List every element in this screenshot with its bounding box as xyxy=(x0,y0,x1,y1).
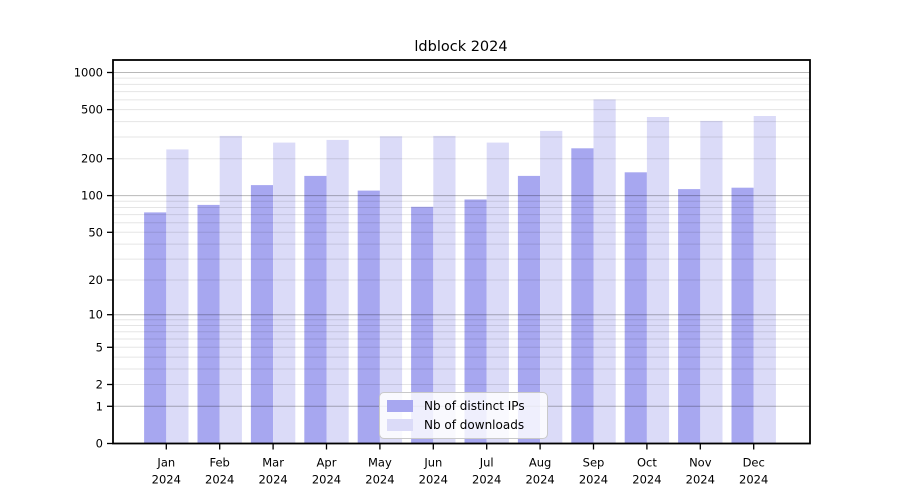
x-tick-label-month: Oct xyxy=(637,456,657,470)
y-tick-label: 50 xyxy=(88,225,103,239)
legend-item-distinct-ips: Nb of distinct IPs xyxy=(387,400,547,412)
x-tick-label-year: 2024 xyxy=(579,473,608,487)
x-tick-label-month: Jul xyxy=(479,456,494,470)
axis-frame xyxy=(112,59,811,445)
bar-distinct-ips xyxy=(517,175,541,444)
x-tick-label-month: Apr xyxy=(317,456,337,470)
x-tick-label-month: Sep xyxy=(583,456,605,470)
x-tick-label-year: 2024 xyxy=(686,473,715,487)
bar-distinct-ips xyxy=(144,212,167,444)
x-tick-label-year: 2024 xyxy=(525,473,554,487)
grid-layer xyxy=(113,72,810,407)
bar-distinct-ips xyxy=(304,175,327,444)
y-tick-label: 2 xyxy=(96,378,103,392)
bar-downloads xyxy=(646,117,670,444)
legend-label-downloads: Nb of downloads xyxy=(424,418,525,432)
bar-downloads xyxy=(379,136,403,444)
chart-title: ldblock 2024 xyxy=(414,39,507,55)
bar-distinct-ips xyxy=(250,185,274,444)
y-tick-label: 20 xyxy=(88,273,103,287)
x-tick-label-year: 2024 xyxy=(472,473,501,487)
legend-item-downloads: Nb of downloads xyxy=(387,419,547,431)
bar-distinct-ips xyxy=(624,172,647,444)
x-tick-label-month: Dec xyxy=(743,456,765,470)
x-tick-label-year: 2024 xyxy=(258,473,287,487)
bar-downloads xyxy=(433,135,456,444)
axes-layer: 0 1 2 5 10 20 50 100 200 500 1000 Jan 2024 Feb 2024 Mar… xyxy=(74,59,811,487)
y-tick-label: 1 xyxy=(96,399,103,413)
y-tick-label: 1000 xyxy=(74,66,103,80)
x-tick-label-month: May xyxy=(368,456,392,470)
legend-swatch-downloads xyxy=(387,419,413,431)
bar-downloads xyxy=(486,142,509,444)
x-tick-label-year: 2024 xyxy=(632,473,661,487)
y-tick-label: 0 xyxy=(96,437,103,451)
bar-distinct-ips xyxy=(571,148,594,444)
y-tick-label: 10 xyxy=(88,308,103,322)
bar-downloads xyxy=(326,139,349,444)
bar-distinct-ips xyxy=(464,199,487,444)
y-tick-label: 200 xyxy=(81,152,103,166)
x-tick-label-year: 2024 xyxy=(312,473,341,487)
legend-label-distinct-ips: Nb of distinct IPs xyxy=(424,399,525,413)
x-tick-label-year: 2024 xyxy=(152,473,181,487)
x-tick-label-month: Nov xyxy=(689,456,712,470)
bar-distinct-ips xyxy=(731,187,754,444)
bar-downloads xyxy=(700,120,723,444)
bar-downloads xyxy=(273,142,296,444)
legend: Nb of distinct IPs Nb of downloads xyxy=(379,392,548,439)
bar-downloads xyxy=(593,99,616,444)
x-tick-label-month: Jun xyxy=(423,456,442,470)
bar-downloads xyxy=(219,135,242,444)
x-tick-label-year: 2024 xyxy=(205,473,234,487)
y-tick-label: 5 xyxy=(96,340,103,354)
legend-swatch-distinct-ips xyxy=(387,400,413,412)
x-tick-label-month: Aug xyxy=(529,456,551,470)
x-tick-label-month: Mar xyxy=(262,456,284,470)
bar-distinct-ips xyxy=(678,189,701,444)
bar-distinct-ips xyxy=(197,204,220,444)
bar-downloads xyxy=(540,130,563,444)
x-tick-label-year: 2024 xyxy=(365,473,394,487)
x-tick-label-month: Jan xyxy=(156,456,175,470)
x-tick-label-year: 2024 xyxy=(739,473,768,487)
x-tick-label-year: 2024 xyxy=(419,473,448,487)
bars-layer xyxy=(144,99,776,444)
bar-downloads xyxy=(166,149,189,444)
bar-distinct-ips xyxy=(357,190,380,444)
bar-downloads xyxy=(753,116,776,444)
x-tick-label-month: Feb xyxy=(210,456,230,470)
y-tick-label: 500 xyxy=(81,103,103,117)
y-tick-label: 100 xyxy=(81,189,103,203)
bar-distinct-ips xyxy=(411,206,434,444)
